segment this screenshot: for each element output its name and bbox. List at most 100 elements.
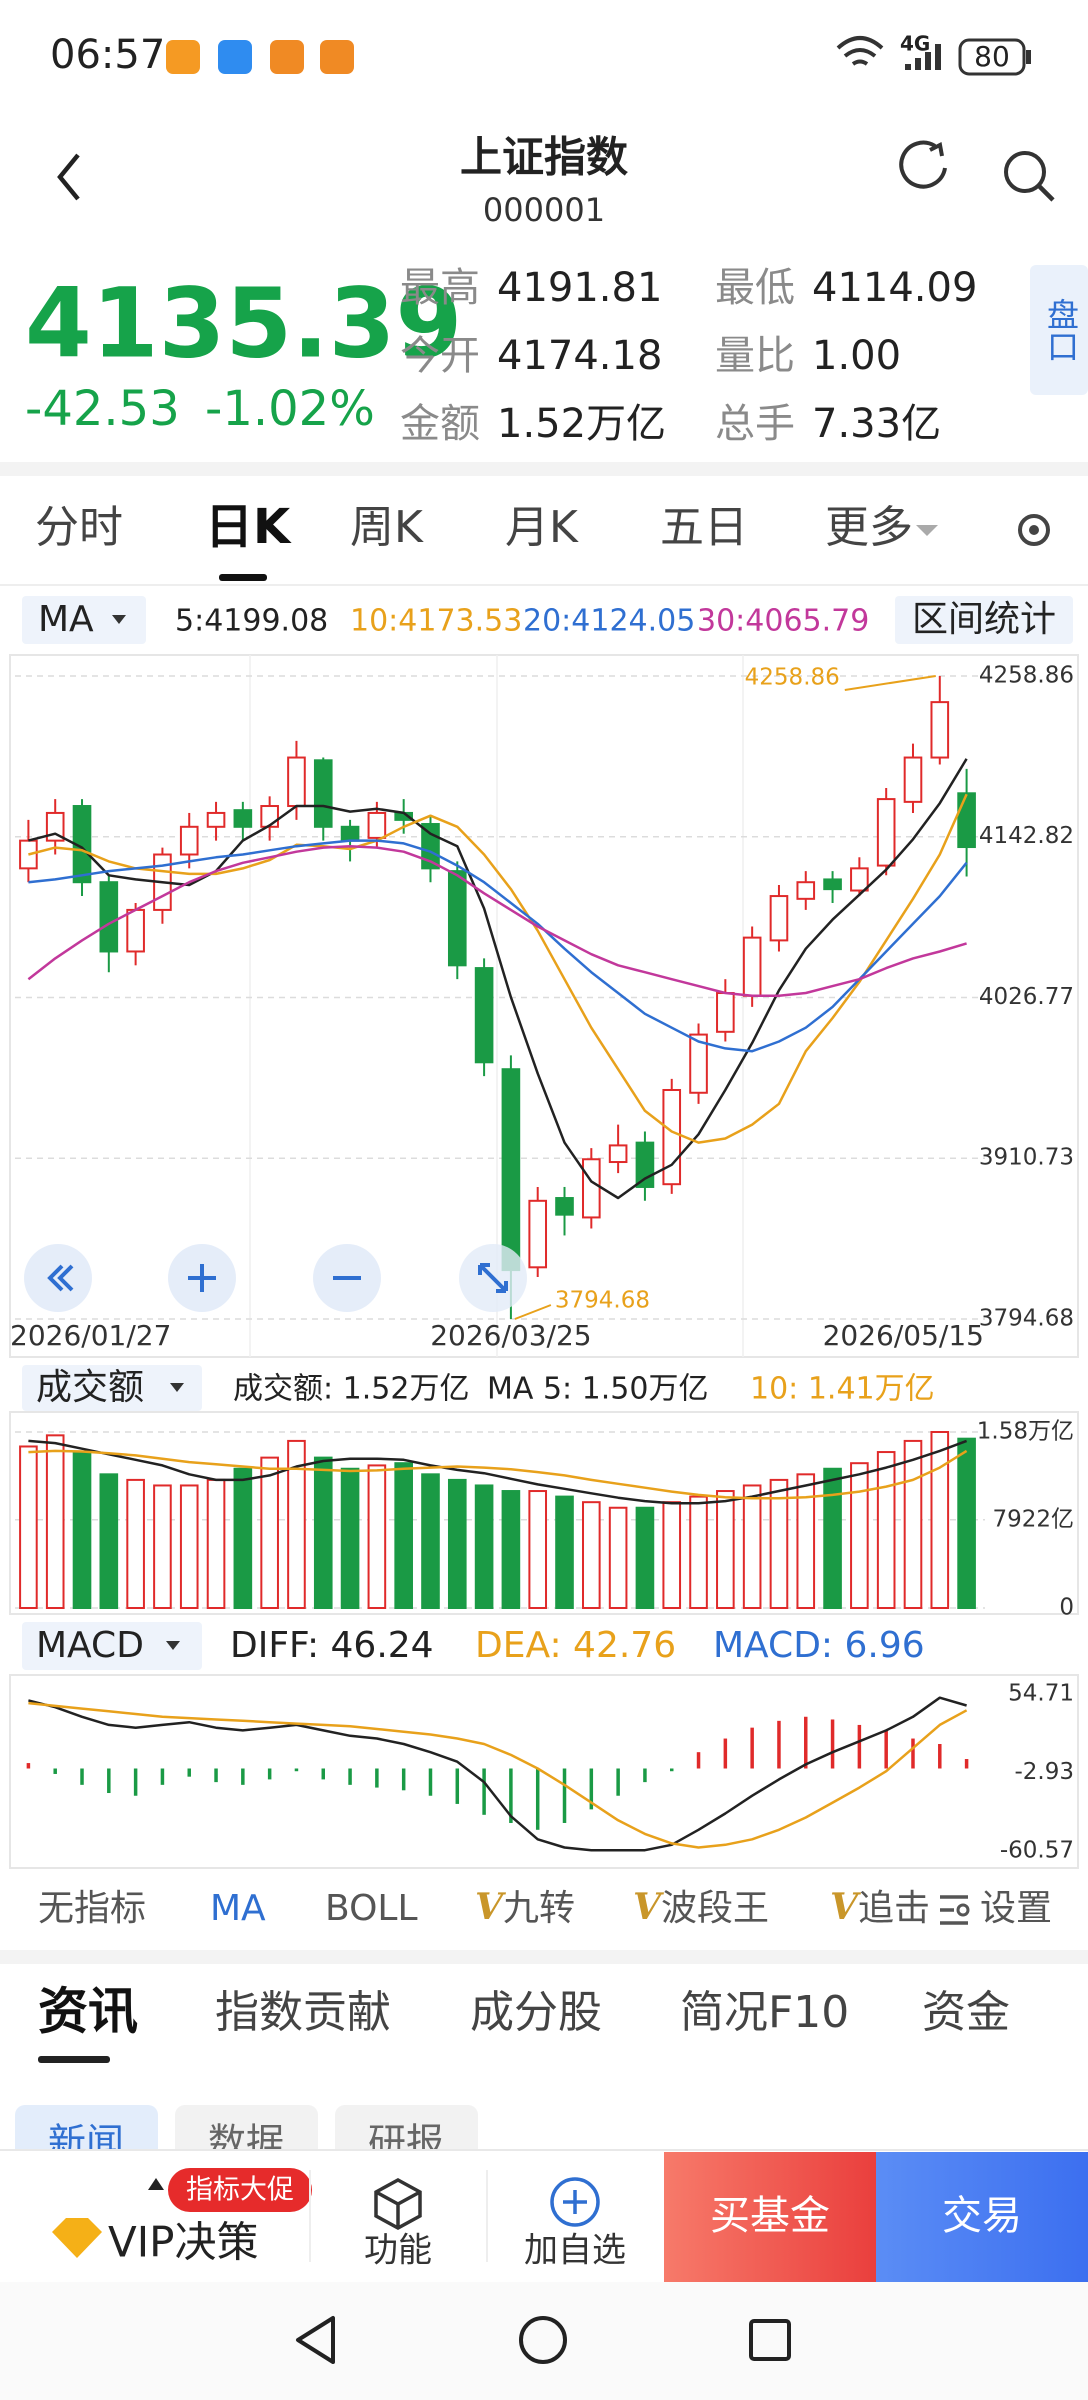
volume-bar <box>45 1434 65 1610</box>
volume-select[interactable] <box>22 1365 202 1411</box>
legend-diff: DIFF: 46.24 <box>230 1625 434 1666</box>
low-annotation: 3794.68 <box>555 1288 650 1314</box>
indicator-tab[interactable]: V追击 <box>830 1886 930 1929</box>
indicator-select-label: MA <box>38 599 94 640</box>
stat-label: 最高 <box>400 265 480 311</box>
side-tab[interactable] <box>1030 265 1088 395</box>
indicator-tab[interactable]: V波段王 <box>633 1886 769 1929</box>
stat-label: 金额 <box>400 401 480 447</box>
add-icon <box>550 2177 600 2227</box>
stock-code: 000001 <box>483 191 605 229</box>
candle-body <box>474 967 494 1064</box>
legend-macd: MACD: 6.96 <box>713 1625 925 1666</box>
indicator-tab[interactable]: BOLL <box>325 1888 418 1929</box>
candle-body <box>689 1033 708 1094</box>
volume-bar <box>635 1506 655 1609</box>
refresh-button[interactable] <box>899 140 947 189</box>
vip-button[interactable]: VIP决策 <box>108 2218 258 2267</box>
volume-bar <box>796 1473 816 1609</box>
stat-label: 最低 <box>715 265 795 311</box>
info-tab[interactable]: 成分股 <box>470 1987 602 2038</box>
range-stat-button[interactable] <box>895 596 1073 644</box>
active-tab-indicator <box>219 574 267 581</box>
settings-button[interactable] <box>1018 514 1050 546</box>
back-button[interactable] <box>57 153 80 201</box>
candle-body <box>126 908 145 953</box>
charts: 4258.86 4142.82 4026.77 3910.73 3794.68 4258.… <box>10 663 1074 1864</box>
volume-bar <box>367 1464 387 1609</box>
period-tab[interactable]: 周K <box>350 502 424 553</box>
volume-bar <box>126 1478 145 1609</box>
period-tab[interactable]: 更多 <box>825 502 913 553</box>
indicator-tab[interactable]: V九转 <box>475 1886 575 1929</box>
network-type: 4G <box>900 32 930 56</box>
function-button[interactable]: 功能 <box>364 2231 432 2271</box>
candle-body <box>287 756 306 808</box>
indicator-label: 追击 <box>858 1888 930 1929</box>
trade-button[interactable] <box>876 2152 1088 2282</box>
candle-body <box>206 811 226 828</box>
indicator-label: BOLL <box>325 1888 418 1929</box>
candle-body <box>662 1088 682 1186</box>
candle-body <box>528 1199 548 1269</box>
volume-bar <box>260 1456 279 1609</box>
indicator-tab[interactable]: MA <box>210 1888 266 1929</box>
battery-level: 80 <box>974 40 1010 73</box>
volume-bar <box>662 1501 682 1610</box>
y-tick-label: 4258.86 <box>979 663 1074 689</box>
volume-bar <box>447 1478 467 1609</box>
high-annotation: 4258.86 <box>745 665 840 691</box>
buy-fund-button[interactable] <box>664 2152 876 2282</box>
candle-body <box>957 792 976 849</box>
x-tick-label: 2026/01/27 <box>10 1319 171 1352</box>
page-title: 上证指数 <box>460 133 628 182</box>
candle-body <box>340 825 360 842</box>
volume-bar <box>287 1439 306 1609</box>
candle-body <box>823 878 842 891</box>
period-tab[interactable]: 日K <box>205 499 292 555</box>
nav-back[interactable] <box>296 2316 335 2364</box>
period-tab[interactable]: 分时 <box>35 502 123 553</box>
nav-home[interactable] <box>519 2316 567 2364</box>
volume-bar <box>421 1473 440 1609</box>
stat-value: 7.33亿 <box>812 401 941 447</box>
function-icon <box>374 2178 422 2230</box>
candle-body <box>99 881 119 953</box>
indicator-select[interactable] <box>22 596 146 644</box>
legend-vol-ma5: MA 5: 1.50万亿 <box>487 1372 708 1407</box>
info-tab[interactable]: 简况F10 <box>680 1987 849 2038</box>
kline-panel <box>9 654 1079 1358</box>
y-tick-label: 54.71 <box>1008 1681 1074 1707</box>
volume-bar <box>742 1484 762 1610</box>
stat-value: 4114.09 <box>812 265 977 311</box>
indicator-settings[interactable]: 设置 <box>980 1888 1052 1929</box>
volume-bar <box>153 1484 172 1610</box>
candle-body <box>367 811 387 839</box>
ma-line <box>28 839 968 1053</box>
add-watchlist-button[interactable]: 加自选 <box>524 2231 626 2271</box>
macd-select[interactable] <box>22 1622 202 1670</box>
range-stat-label: 区间统计 <box>912 599 1056 640</box>
separator <box>0 462 1088 476</box>
y-tick-label: 1.58万亿 <box>977 1419 1074 1445</box>
candle-body <box>313 759 333 828</box>
period-tab[interactable]: 月K <box>505 502 579 553</box>
volume-bar <box>340 1467 360 1610</box>
settings-icon <box>956 1903 970 1917</box>
volume-bar <box>608 1506 628 1609</box>
stat-label: 今开 <box>400 333 480 379</box>
x-tick-label: 2026/05/15 <box>823 1319 984 1352</box>
search-button[interactable] <box>1004 151 1046 193</box>
info-tab[interactable]: 资讯 <box>38 1983 138 2041</box>
volume-bar <box>930 1431 950 1609</box>
indicator-tab[interactable]: 无指标 <box>38 1888 146 1929</box>
stat-label: 总手 <box>715 401 795 447</box>
info-tab[interactable]: 指数贡献 <box>215 1987 391 2038</box>
volume-panel <box>9 1411 1079 1615</box>
promo-badge-label: 指标大促 <box>186 2175 294 2206</box>
indicator-badge: V <box>633 1886 664 1928</box>
ma-line <box>28 793 968 1144</box>
nav-recent[interactable] <box>749 2319 791 2361</box>
period-tab[interactable]: 五日 <box>660 502 748 553</box>
info-tab[interactable]: 资金 <box>922 1987 1010 2038</box>
